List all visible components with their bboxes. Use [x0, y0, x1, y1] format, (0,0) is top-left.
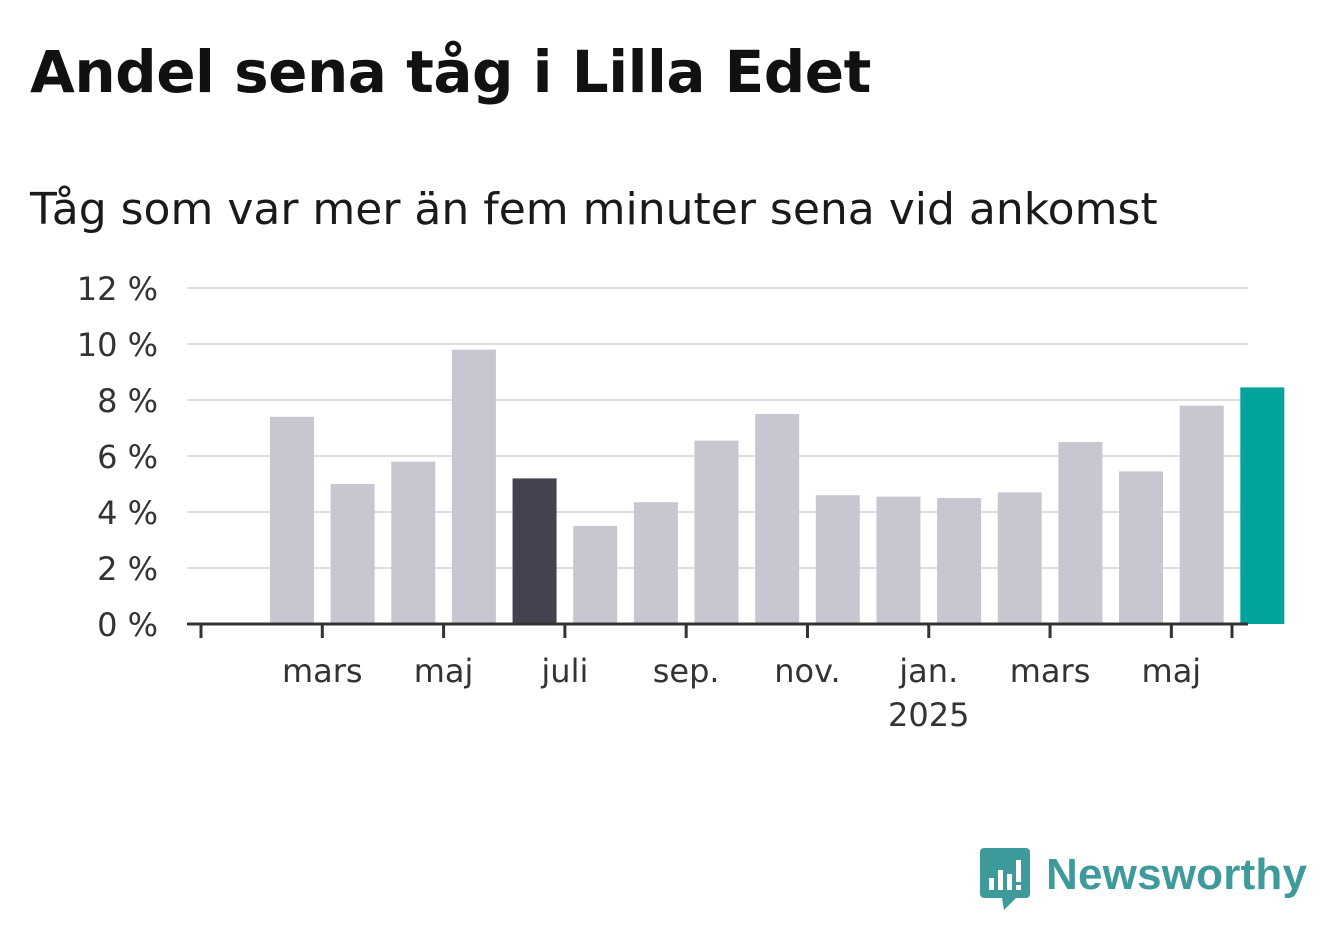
- bar: [755, 414, 800, 624]
- y-tick-label: 10 %: [77, 326, 158, 364]
- bar: [451, 349, 496, 624]
- brand-name: Newsworthy: [1046, 850, 1308, 899]
- bar: [633, 502, 678, 624]
- bar: [330, 484, 375, 624]
- bar: [815, 495, 860, 624]
- chart-title: Andel sena tåg i Lilla Edet: [30, 38, 871, 106]
- bar: [694, 440, 739, 624]
- x-tick-label: mars: [282, 652, 363, 690]
- y-tick-label: 0 %: [97, 606, 158, 644]
- x-tick-label: juli: [540, 652, 588, 690]
- bar: [997, 492, 1042, 624]
- bar: [937, 498, 982, 624]
- y-tick-label: 8 %: [97, 382, 158, 420]
- bar: [391, 461, 436, 624]
- x-tick-year-label: 2025: [888, 696, 969, 734]
- y-axis-labels: 0 % 2 % 4 % 6 % 8 % 10 % 12 %: [77, 270, 158, 644]
- bar: [1058, 442, 1103, 624]
- y-tick-label: 4 %: [97, 494, 158, 532]
- bar: [1240, 387, 1285, 624]
- bar: [876, 496, 921, 624]
- newsworthy-logo: Newsworthy: [980, 848, 1307, 912]
- x-tick-label: maj: [1142, 652, 1202, 690]
- x-tick-label: nov.: [774, 652, 840, 690]
- bar: [573, 526, 618, 624]
- bar: [1179, 405, 1224, 624]
- x-tick-label: maj: [414, 652, 474, 690]
- y-tick-label: 12 %: [77, 270, 158, 308]
- chart-subtitle: Tåg som var mer än fem minuter sena vid …: [30, 184, 1158, 235]
- y-tick-label: 2 %: [97, 550, 158, 588]
- newsworthy-chart-bubble-icon: [980, 848, 1030, 910]
- bar: [1119, 471, 1164, 624]
- x-axis: mars maj juli sep. nov. jan. 2025 mars maj: [187, 622, 1248, 734]
- bars: [269, 349, 1285, 624]
- bar: [512, 478, 557, 624]
- y-tick-label: 6 %: [97, 438, 158, 476]
- x-tick-label: jan.: [898, 652, 958, 690]
- x-tick-label: mars: [1010, 652, 1091, 690]
- bar: [269, 416, 314, 624]
- x-tick-label: sep.: [653, 652, 720, 690]
